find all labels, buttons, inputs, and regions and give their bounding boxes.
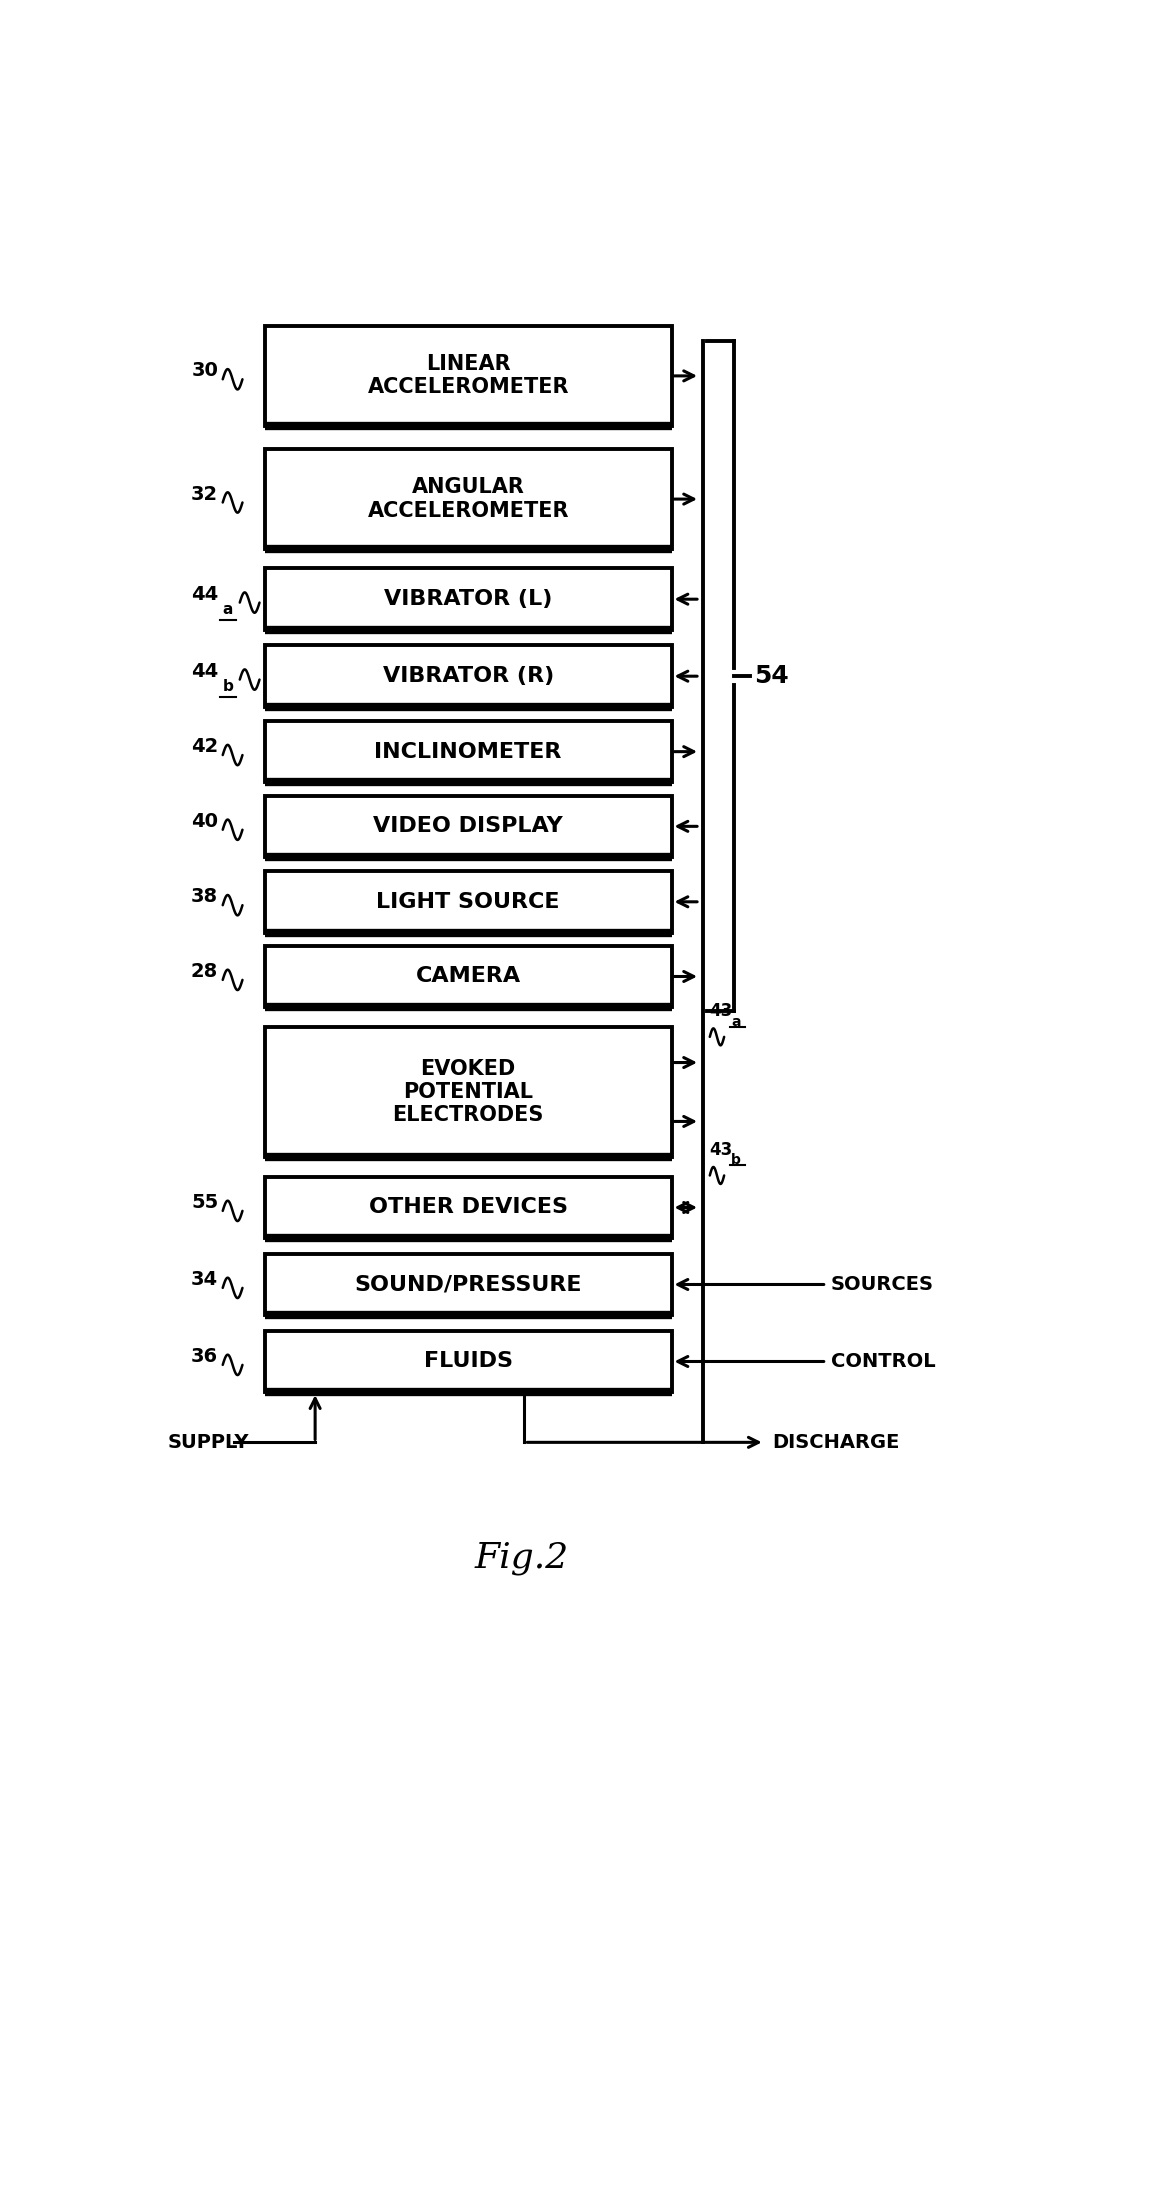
Text: VIBRATOR (R): VIBRATOR (R) [383,667,554,687]
Text: 30: 30 [191,361,219,381]
Bar [265,1330,671,1392]
Text: SOUND/PRESSURE: SOUND/PRESSURE [354,1275,582,1295]
Text: 54: 54 [753,665,788,689]
Text: INCLINOMETER: INCLINOMETER [375,742,562,762]
Text: CONTROL: CONTROL [831,1352,936,1372]
Text: DISCHARGE: DISCHARGE [773,1434,900,1451]
Text: 28: 28 [191,962,219,980]
Text: 40: 40 [191,813,219,830]
Bar [265,1026,671,1158]
Bar [265,945,671,1006]
Text: LINEAR
ACCELEROMETER: LINEAR ACCELEROMETER [368,355,569,399]
Text: 44: 44 [191,584,219,603]
Bar [265,1253,671,1315]
Text: 43: 43 [709,1002,732,1020]
Bar [265,872,671,934]
Text: a: a [731,1015,740,1028]
Text: a: a [223,601,233,617]
Text: 55: 55 [191,1193,219,1211]
Text: b: b [223,678,234,694]
Text: b: b [731,1154,742,1167]
Text: 34: 34 [191,1271,219,1288]
Text: 36: 36 [191,1348,219,1365]
Text: ANGULAR
ACCELEROMETER: ANGULAR ACCELEROMETER [368,478,569,520]
Bar [265,326,671,425]
Bar [265,1176,671,1238]
Bar [265,795,671,857]
Text: 44: 44 [191,661,219,680]
Text: 32: 32 [191,484,219,504]
Text: SOURCES: SOURCES [831,1275,934,1295]
Bar [265,449,671,548]
Text: SUPPLY: SUPPLY [168,1434,250,1451]
Text: 43: 43 [709,1141,732,1158]
Text: OTHER DEVICES: OTHER DEVICES [369,1198,568,1218]
Text: Fig.2: Fig.2 [474,1541,568,1574]
Text: LIGHT SOURCE: LIGHT SOURCE [376,892,560,912]
Text: CAMERA: CAMERA [415,967,521,986]
Text: FLUIDS: FLUIDS [423,1352,513,1372]
Bar [265,720,671,782]
Bar [265,568,671,630]
Text: VIDEO DISPLAY: VIDEO DISPLAY [374,817,563,837]
Text: EVOKED
POTENTIAL
ELECTRODES: EVOKED POTENTIAL ELECTRODES [392,1059,544,1125]
Text: VIBRATOR (L): VIBRATOR (L) [384,590,552,610]
Text: 38: 38 [191,887,219,907]
Bar [265,645,671,707]
Text: 42: 42 [191,738,219,755]
